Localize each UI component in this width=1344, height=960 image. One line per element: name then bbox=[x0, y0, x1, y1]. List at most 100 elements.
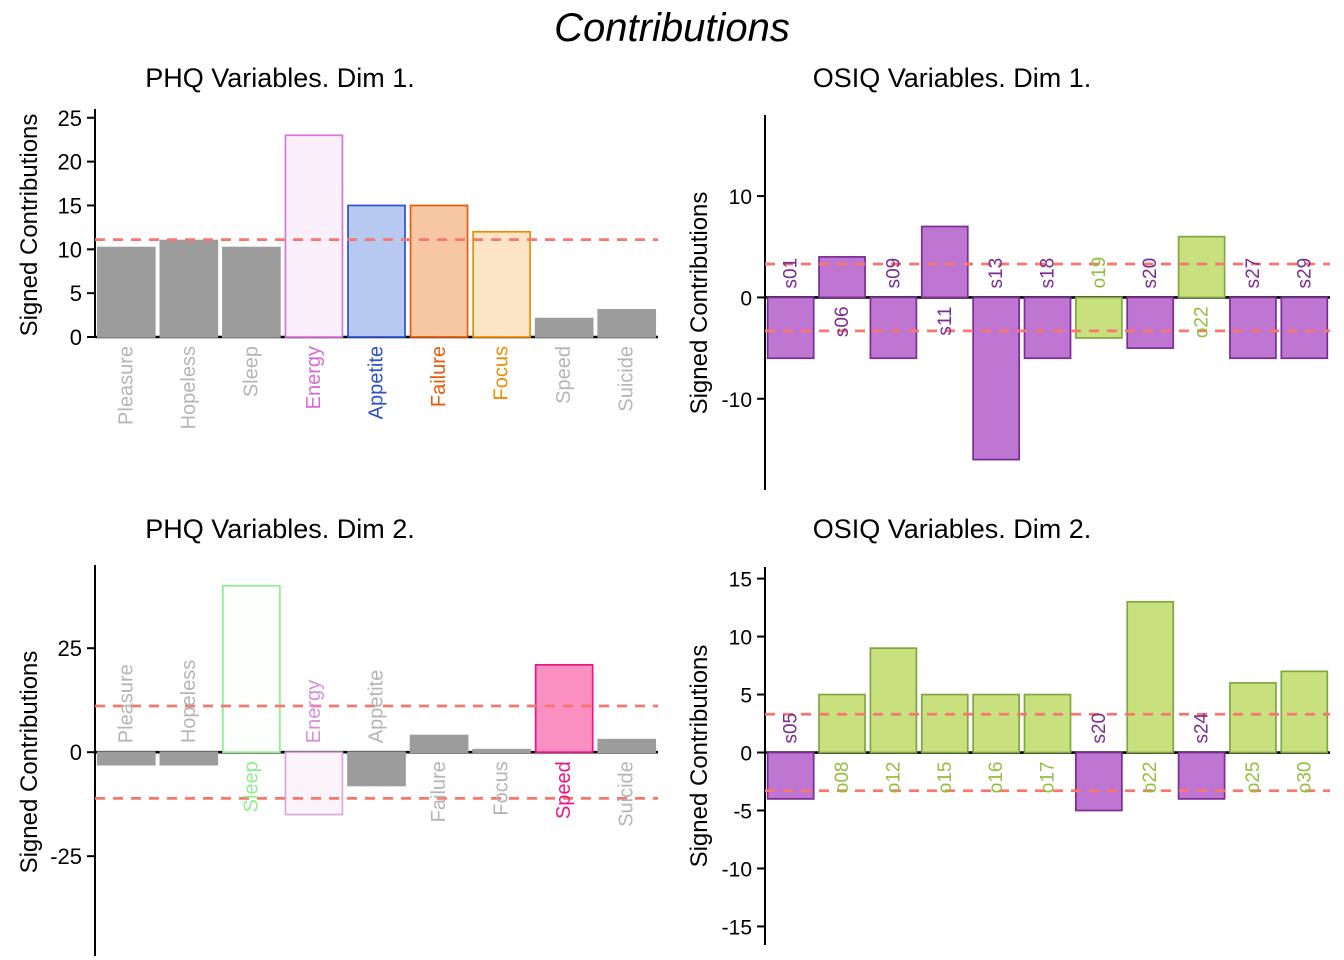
bar-s13 bbox=[972, 296, 1020, 461]
bar-s27 bbox=[1229, 296, 1277, 360]
chart-canvas-osiq-dim2: -15 -10 -5 0 5 10 15 s05 o08 o12 o15 o16 o17 s20 o22 s2… bbox=[722, 567, 1330, 945]
panel-title-phq-dim2: PHQ Variables. Dim 2. bbox=[145, 514, 415, 544]
bar-Hopeless bbox=[159, 751, 219, 766]
page-title: Contributions bbox=[554, 6, 790, 50]
y-tick-label: 25 bbox=[58, 106, 82, 131]
y-tick-label: -10 bbox=[722, 389, 752, 412]
x-label-s20: s20 bbox=[1089, 713, 1110, 744]
bar-o12 bbox=[869, 647, 918, 754]
x-label-o17: o17 bbox=[1038, 762, 1059, 794]
panel-title-osiq-dim2: OSIQ Variables. Dim 2. bbox=[812, 514, 1092, 544]
bar-o25 bbox=[1229, 682, 1277, 754]
bar-Focus bbox=[472, 748, 531, 754]
y-tick-label: 0 bbox=[740, 287, 752, 310]
bar-Appetite bbox=[347, 204, 406, 338]
bar-Failure bbox=[409, 204, 469, 338]
bar-Energy bbox=[284, 134, 344, 338]
y-axis-title: Signed Contributions bbox=[686, 191, 713, 415]
x-label-Suicide: Suicide bbox=[616, 761, 638, 827]
x-label-Failure: Failure bbox=[428, 346, 450, 407]
x-label-s11: s11 bbox=[935, 306, 956, 335]
y-axis-title: Signed Contributions bbox=[16, 650, 43, 874]
y-tick-label: -5 bbox=[733, 800, 752, 823]
bar-s11 bbox=[920, 225, 969, 299]
bar-Sleep bbox=[222, 246, 281, 338]
bar-Pleasure bbox=[96, 751, 156, 766]
y-tick-label: 0 bbox=[70, 740, 82, 765]
x-label-o15: o15 bbox=[935, 762, 956, 794]
bar-s20 bbox=[1126, 296, 1175, 349]
x-label-Hopeless: Hopeless bbox=[178, 346, 200, 429]
x-label-o22: o22 bbox=[1140, 762, 1161, 794]
bar-o17 bbox=[1023, 693, 1072, 754]
x-label-s24: s24 bbox=[1192, 712, 1213, 743]
bar-Focus bbox=[472, 230, 531, 338]
y-tick-label: 0 bbox=[70, 325, 82, 350]
panel-title-osiq-dim1: OSIQ Variables. Dim 1. bbox=[812, 63, 1092, 93]
bar-s09 bbox=[869, 296, 918, 360]
x-label-o19: o19 bbox=[1089, 257, 1110, 289]
x-label-Energy: Energy bbox=[303, 680, 325, 743]
x-label-s20: s20 bbox=[1140, 258, 1161, 289]
x-label-Focus: Focus bbox=[491, 761, 513, 815]
x-label-Hopeless: Hopeless bbox=[178, 660, 200, 743]
y-tick-label: 0 bbox=[740, 743, 752, 766]
y-tick-label: 10 bbox=[58, 237, 82, 262]
x-label-o16: o16 bbox=[986, 762, 1007, 794]
bar-Energy bbox=[284, 751, 344, 816]
x-label-s27: s27 bbox=[1243, 258, 1264, 289]
chart-canvas-phq-dim2: -25 0 25 Pleasure Hopeless Sleep Energy Appetit… bbox=[50, 565, 658, 956]
y-tick-label: 20 bbox=[58, 150, 82, 175]
panel-phq-dim1: PHQ Variables. Dim 1. Signed Contributio… bbox=[0, 55, 672, 500]
x-label-s09: s09 bbox=[883, 258, 904, 289]
panel-phq-dim2: PHQ Variables. Dim 2. Signed Contributio… bbox=[0, 500, 672, 960]
y-tick-label: -10 bbox=[722, 858, 752, 881]
y-tick-label: 5 bbox=[740, 685, 752, 708]
x-label-s13: s13 bbox=[986, 258, 1007, 289]
x-label-o25: o25 bbox=[1243, 762, 1264, 794]
bar-o16 bbox=[972, 693, 1020, 754]
bar-Sleep bbox=[222, 584, 281, 754]
x-label-Sleep: Sleep bbox=[240, 761, 262, 812]
bar-o15 bbox=[920, 693, 969, 754]
x-label-Pleasure: Pleasure bbox=[115, 664, 137, 743]
bar-Speed bbox=[534, 317, 594, 338]
x-label-s29: s29 bbox=[1294, 258, 1315, 289]
y-axis-title: Signed Contributions bbox=[16, 113, 43, 337]
bar-o22 bbox=[1177, 235, 1226, 299]
y-tick-label: 10 bbox=[729, 186, 752, 209]
x-label-Appetite: Appetite bbox=[366, 670, 388, 743]
x-label-Speed: Speed bbox=[553, 761, 575, 819]
y-axis-title: Signed Contributions bbox=[686, 644, 713, 868]
chart-canvas-phq-dim1: 0 5 10 15 20 25 Pleasure Hopeless Sleep Energy App… bbox=[58, 106, 658, 429]
x-label-Speed: Speed bbox=[553, 346, 575, 404]
bar-s20 bbox=[1075, 751, 1123, 812]
panel-osiq-dim2: OSIQ Variables. Dim 2. Signed Contributi… bbox=[672, 500, 1344, 960]
bar-o30 bbox=[1280, 670, 1329, 754]
x-label-s01: s01 bbox=[781, 258, 802, 289]
bar-Pleasure bbox=[96, 246, 156, 338]
x-label-Focus: Focus bbox=[491, 346, 513, 400]
x-label-Appetite: Appetite bbox=[366, 346, 388, 419]
panel-title-phq-dim1: PHQ Variables. Dim 1. bbox=[145, 63, 415, 93]
x-label-o12: o12 bbox=[883, 762, 904, 794]
bar-Failure bbox=[409, 734, 469, 754]
bar-Hopeless bbox=[159, 239, 219, 338]
bar-s18 bbox=[1023, 296, 1072, 360]
bar-s01 bbox=[766, 296, 815, 360]
x-label-o30: o30 bbox=[1294, 762, 1315, 794]
bar-o22 bbox=[1126, 600, 1175, 754]
x-label-s06: s06 bbox=[832, 306, 853, 337]
y-tick-label: -25 bbox=[50, 844, 82, 869]
x-label-o22: o22 bbox=[1192, 306, 1213, 338]
x-label-s18: s18 bbox=[1038, 258, 1059, 289]
bar-s29 bbox=[1280, 296, 1329, 360]
x-label-Sleep: Sleep bbox=[240, 346, 262, 397]
panel-osiq-dim1: OSIQ Variables. Dim 1. Signed Contributi… bbox=[672, 55, 1344, 500]
x-label-s05: s05 bbox=[781, 713, 802, 744]
y-tick-label: 25 bbox=[58, 636, 82, 661]
bar-o08 bbox=[818, 693, 866, 754]
bar-Speed bbox=[534, 663, 594, 754]
bar-Suicide bbox=[597, 738, 657, 754]
y-tick-label: -15 bbox=[722, 916, 752, 939]
